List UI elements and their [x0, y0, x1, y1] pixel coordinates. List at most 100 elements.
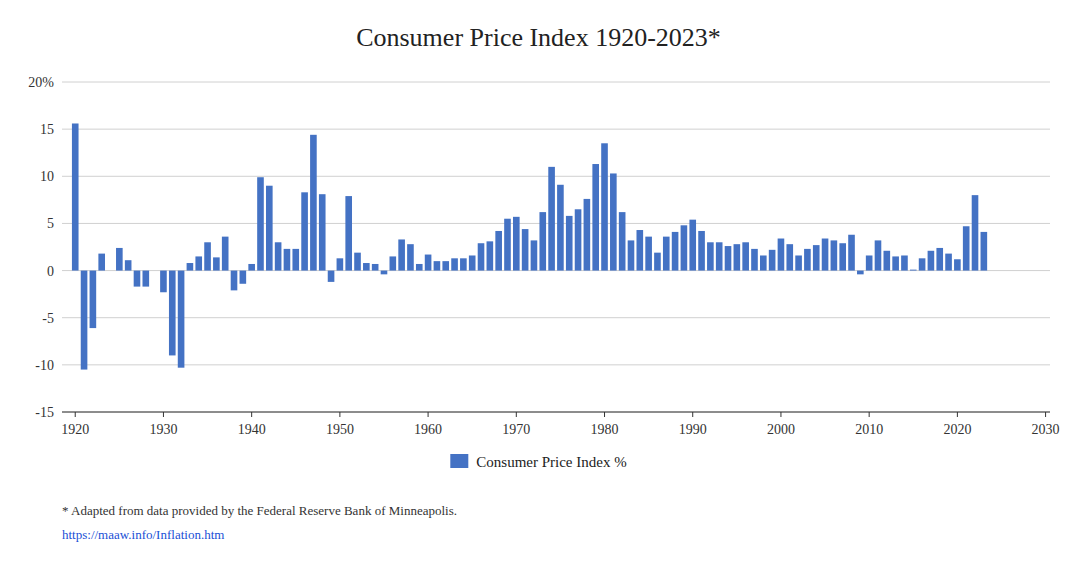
bar: [284, 249, 291, 271]
grid-line: [62, 176, 1050, 177]
bar: [381, 271, 388, 275]
bar: [839, 243, 846, 270]
bar: [372, 264, 379, 271]
bar: [592, 164, 599, 271]
bar: [981, 232, 988, 271]
bar: [72, 123, 79, 270]
bar: [760, 255, 767, 270]
bar: [142, 271, 149, 287]
bar: [460, 258, 467, 270]
bar: [240, 271, 247, 284]
bar: [337, 258, 344, 270]
y-grid: [62, 82, 1050, 412]
bar: [257, 177, 264, 270]
bar: [248, 264, 255, 271]
bar: [504, 219, 511, 271]
y-tick-label: -5: [42, 311, 54, 326]
bar: [751, 249, 758, 271]
x-tick: [869, 412, 870, 417]
bar: [328, 271, 335, 282]
x-tick: [428, 412, 429, 417]
bar: [672, 232, 679, 271]
bar: [116, 248, 123, 271]
bar: [901, 255, 908, 270]
bar: [213, 257, 220, 270]
bar: [822, 239, 829, 271]
x-tick: [780, 412, 781, 417]
grid-line: [62, 412, 1050, 413]
bar: [531, 240, 538, 270]
y-tick-label: 0: [47, 264, 54, 279]
bar: [407, 244, 414, 270]
bar: [90, 271, 97, 329]
bar: [478, 243, 485, 270]
bar: [954, 259, 961, 270]
y-tick-label: 10: [40, 169, 54, 184]
bar: [734, 244, 741, 270]
bar: [557, 185, 564, 271]
y-tick-label: -10: [35, 358, 54, 373]
bar: [919, 258, 926, 270]
bar: [160, 271, 167, 293]
x-tick-label: 2000: [767, 422, 795, 437]
bar: [151, 270, 158, 271]
x-tick-label: 1930: [149, 422, 177, 437]
bar: [566, 216, 573, 271]
bar: [628, 240, 635, 270]
bar: [584, 199, 591, 271]
bar: [601, 143, 608, 270]
bar: [81, 271, 88, 370]
y-tick-label: -15: [35, 405, 54, 420]
bar: [451, 258, 458, 270]
bar: [539, 212, 546, 270]
y-tick-label: 15: [40, 122, 54, 137]
bar: [363, 263, 370, 271]
y-tick-label: 20%: [28, 75, 54, 90]
grid-line: [62, 82, 1050, 83]
bar: [636, 230, 643, 271]
bar: [778, 239, 785, 271]
bar: [416, 264, 423, 271]
x-tick-label: 2030: [1032, 422, 1060, 437]
legend: Consumer Price Index %: [450, 454, 626, 470]
x-tick-label: 2010: [855, 422, 883, 437]
bar: [813, 245, 820, 270]
bar: [513, 217, 520, 271]
bar: [487, 241, 494, 270]
x-tick-label: 1980: [591, 422, 619, 437]
x-tick: [1045, 412, 1046, 417]
bar: [389, 256, 396, 270]
bar: [972, 195, 979, 270]
bar: [495, 231, 502, 271]
y-tick-label: 5: [47, 216, 54, 231]
footnote: https://maaw.info/Inflation.htm: [62, 527, 224, 542]
bar: [98, 254, 105, 271]
bar: [831, 240, 838, 270]
bar: [548, 167, 555, 271]
bar: [663, 237, 670, 271]
x-tick-label: 1960: [414, 422, 442, 437]
bar: [575, 209, 582, 270]
bar: [645, 237, 652, 271]
bar: [398, 239, 405, 270]
bar: [654, 253, 661, 271]
bar: [804, 249, 811, 271]
bar: [681, 225, 688, 270]
x-tick: [251, 412, 252, 417]
bar: [725, 246, 732, 271]
bar: [187, 263, 194, 271]
bar: [716, 242, 723, 270]
bar: [866, 255, 873, 270]
bar: [442, 261, 449, 270]
x-tick: [957, 412, 958, 417]
x-tick: [516, 412, 517, 417]
bar: [345, 196, 352, 270]
bar: [707, 242, 714, 270]
title: Consumer Price Index 1920-2023*: [356, 23, 721, 52]
bar: [892, 256, 899, 270]
bar: [292, 249, 299, 271]
bar: [169, 271, 176, 356]
bars: [72, 123, 987, 369]
x-tick: [75, 412, 76, 417]
bar: [469, 255, 476, 270]
